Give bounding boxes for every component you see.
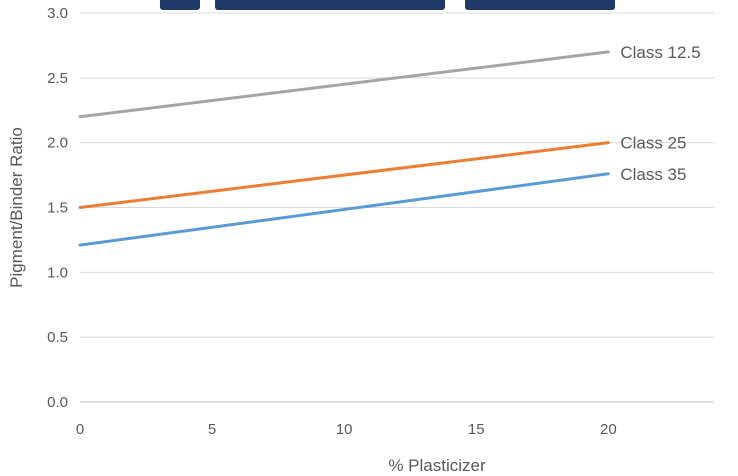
x-axis-ticks: 0 5 10 15 20 [76,421,617,438]
y-axis-label: Pigment/Binder Ratio [7,127,26,288]
x-tick-label: 20 [600,421,617,438]
series-lines [78,50,610,247]
y-tick-label: 1.0 [47,264,68,281]
y-tick-label: 2.5 [47,70,68,87]
x-tick-label: 0 [76,421,84,438]
y-axis-ticks: 0.0 0.5 1.0 1.5 2.0 2.5 3.0 [47,5,68,411]
series-line [78,141,610,209]
series-line [78,172,610,247]
grid-lines [80,12,714,403]
y-tick-label: 0.0 [47,394,68,411]
series-line [78,50,610,119]
x-tick-label: 10 [336,421,353,438]
series-label: Class 35 [620,165,686,184]
series-label: Class 12.5 [620,43,700,62]
y-tick-label: 2.0 [47,135,68,152]
series-label: Class 25 [620,134,686,153]
y-tick-label: 3.0 [47,5,68,22]
x-tick-label: 15 [468,421,485,438]
x-tick-label: 5 [208,421,216,438]
cropped-title-fragment [120,0,640,10]
x-axis-label: % Plasticizer [388,456,486,475]
series-labels: Class 12.5 Class 25 Class 35 [620,43,700,184]
y-tick-label: 0.5 [47,329,68,346]
y-tick-label: 1.5 [47,200,68,217]
